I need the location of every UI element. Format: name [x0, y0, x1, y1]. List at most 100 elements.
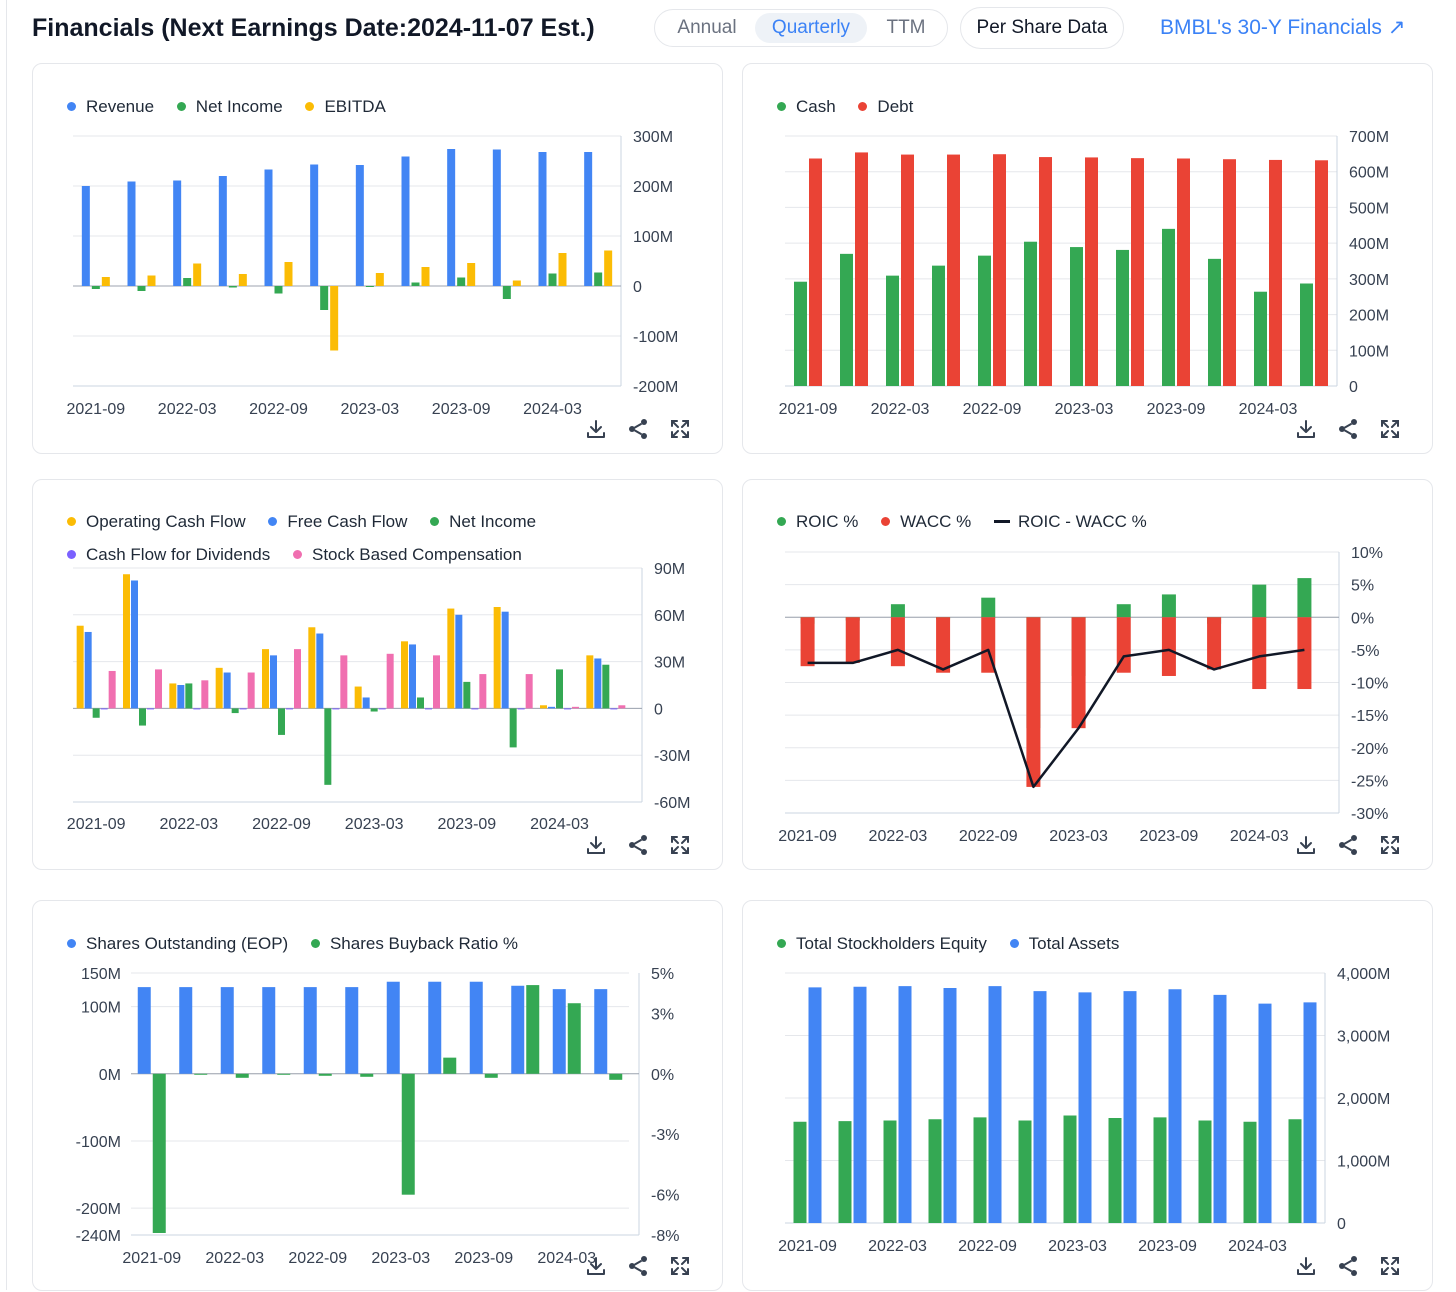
y-tick-label: 0M [99, 1067, 121, 1084]
y-tick-label: -200M [76, 1201, 121, 1218]
legend-item[interactable]: Free Cash Flow [268, 511, 407, 533]
bar-debt [993, 154, 1006, 386]
chart-legend: Total Stockholders Equity Total Assets [777, 933, 1137, 966]
per-share-data-button[interactable]: Per Share Data [960, 7, 1124, 49]
bar-revenue [584, 152, 593, 286]
legend-item[interactable]: Cash [777, 96, 836, 118]
legend-item[interactable]: Shares Outstanding (EOP) [67, 933, 288, 955]
legend-dot [777, 939, 786, 948]
legend-item[interactable]: Net Income [430, 511, 536, 533]
legend-label: ROIC - WACC % [1017, 512, 1147, 531]
link-label: BMBL's 30-Y Financials [1160, 16, 1382, 39]
legend-item[interactable]: Debt [858, 96, 913, 118]
share-icon[interactable] [626, 1254, 652, 1280]
bar-operating-cash-flow [401, 641, 408, 709]
legend-dot [176, 102, 186, 111]
y-tick-label: 0 [654, 701, 663, 718]
x-tick-label: 2023-09 [1138, 1238, 1197, 1255]
bar-shares-buyback-ratio- [152, 1073, 166, 1233]
tab-quarterly[interactable]: Quarterly [755, 13, 867, 43]
share-icon[interactable] [1336, 417, 1362, 443]
chart-svg: 150M 100M 0M -100M -200M -240M 5% 3% 0% -3% -6% -8%… [76, 966, 680, 1267]
bar-cash-flow-for-dividends [610, 708, 618, 710]
y-tick-label: 100M [81, 1000, 121, 1017]
y-tick-label: 0 [633, 279, 642, 296]
download-icon[interactable] [1294, 417, 1320, 443]
bar-net-income [274, 286, 283, 294]
legend-item[interactable]: EBITDA [305, 96, 386, 118]
expand-icon[interactable] [668, 833, 694, 859]
bar-cash [1070, 247, 1083, 386]
y-tick-label: 100M [1349, 343, 1389, 360]
bar-net-income [139, 708, 146, 726]
legend-item[interactable]: Stock Based Compensation [292, 544, 522, 566]
tab-ttm[interactable]: TTM [886, 17, 926, 38]
chart-toolbar [1294, 1254, 1414, 1282]
download-icon[interactable] [584, 417, 610, 443]
bar-shares-buyback-ratio- [277, 1073, 291, 1075]
legend-item[interactable]: Total Assets [1009, 933, 1119, 955]
legend-item[interactable]: Cash Flow for Dividends [67, 544, 270, 566]
bar-stock-based-compensation [108, 670, 116, 709]
bar-wacc- [1297, 617, 1312, 690]
legend-item[interactable]: Revenue [67, 96, 154, 118]
legend-item[interactable]: Net Income [176, 96, 283, 118]
y-tick-label: 700M [1349, 129, 1389, 146]
expand-icon[interactable] [1378, 833, 1404, 859]
legend-item[interactable]: WACC % [881, 511, 971, 533]
y-tick-label: 100M [633, 229, 673, 246]
download-icon[interactable] [1294, 833, 1320, 859]
bar-ebitda [238, 274, 247, 286]
bar-total-stockholders-equity [883, 1120, 897, 1223]
bar-shares-outstanding-eop- [594, 989, 608, 1074]
tab-annual[interactable]: Annual [677, 17, 737, 38]
chart-toolbar [1294, 833, 1414, 861]
bar-ebitda [101, 277, 110, 286]
page-title: Financials (Next Earnings Date:2024-11-0… [32, 14, 595, 42]
y2-tick-label: 0% [651, 1067, 674, 1084]
expand-icon[interactable] [668, 1254, 694, 1280]
legend-item[interactable]: Operating Cash Flow [67, 511, 246, 533]
y-tick-label: -240M [76, 1228, 121, 1245]
chart-svg: 4,000M 3,000M 2,000M 1,000M 0 2021-09 2022-03 2… [778, 966, 1390, 1255]
download-icon[interactable] [584, 1254, 610, 1280]
bar-total-stockholders-equity [838, 1121, 852, 1223]
share-icon[interactable] [626, 833, 652, 859]
share-icon[interactable] [1336, 833, 1362, 859]
share-icon[interactable] [1336, 1254, 1362, 1280]
y2-tick-label: -6% [651, 1188, 679, 1205]
legend-label: Net Income [449, 512, 537, 531]
legend-item[interactable]: ROIC % [777, 511, 858, 533]
legend-item[interactable]: Total Stockholders Equity [777, 933, 987, 955]
bar-net-income [548, 273, 557, 286]
bar-roic- [981, 597, 996, 618]
bar-ebitda [193, 263, 202, 286]
legend-item[interactable]: ROIC - WACC % [993, 511, 1147, 533]
expand-icon[interactable] [1378, 417, 1404, 443]
bar-total-stockholders-equity [1018, 1120, 1032, 1223]
legend-label: Cash Flow for Dividends [86, 545, 271, 564]
external-link-icon: ↗ [1387, 16, 1406, 39]
bar-net-income [324, 708, 332, 785]
x-tick-label: 2023-09 [437, 816, 496, 833]
y-tick-label: 60M [654, 608, 685, 625]
download-icon[interactable] [584, 833, 610, 859]
y-tick-label: 0 [1349, 379, 1358, 396]
legend-item[interactable]: Shares Buyback Ratio % [310, 933, 518, 955]
download-icon[interactable] [1294, 1254, 1320, 1280]
bar-stock-based-compensation [479, 674, 487, 709]
thirty-year-financials-link[interactable]: BMBL's 30-Y Financials ↗ [1160, 15, 1406, 40]
chart-svg: 300M 200M 100M 0 -100M -200M 2021-09 2022-03 202… [66, 129, 678, 418]
bar-total-stockholders-equity [793, 1121, 807, 1223]
bar-total-assets [1123, 991, 1137, 1223]
bar-cash [1300, 283, 1313, 386]
bar-debt [901, 154, 914, 386]
share-icon[interactable] [626, 417, 652, 443]
period-toggle: Annual Quarterly TTM [654, 9, 948, 47]
bar-cash-flow-for-dividends [147, 708, 154, 710]
expand-icon[interactable] [1378, 1254, 1404, 1280]
expand-icon[interactable] [668, 417, 694, 443]
bar-shares-buyback-ratio- [443, 1057, 457, 1074]
bar-debt [809, 158, 822, 386]
y2-tick-label: 5% [651, 966, 674, 983]
